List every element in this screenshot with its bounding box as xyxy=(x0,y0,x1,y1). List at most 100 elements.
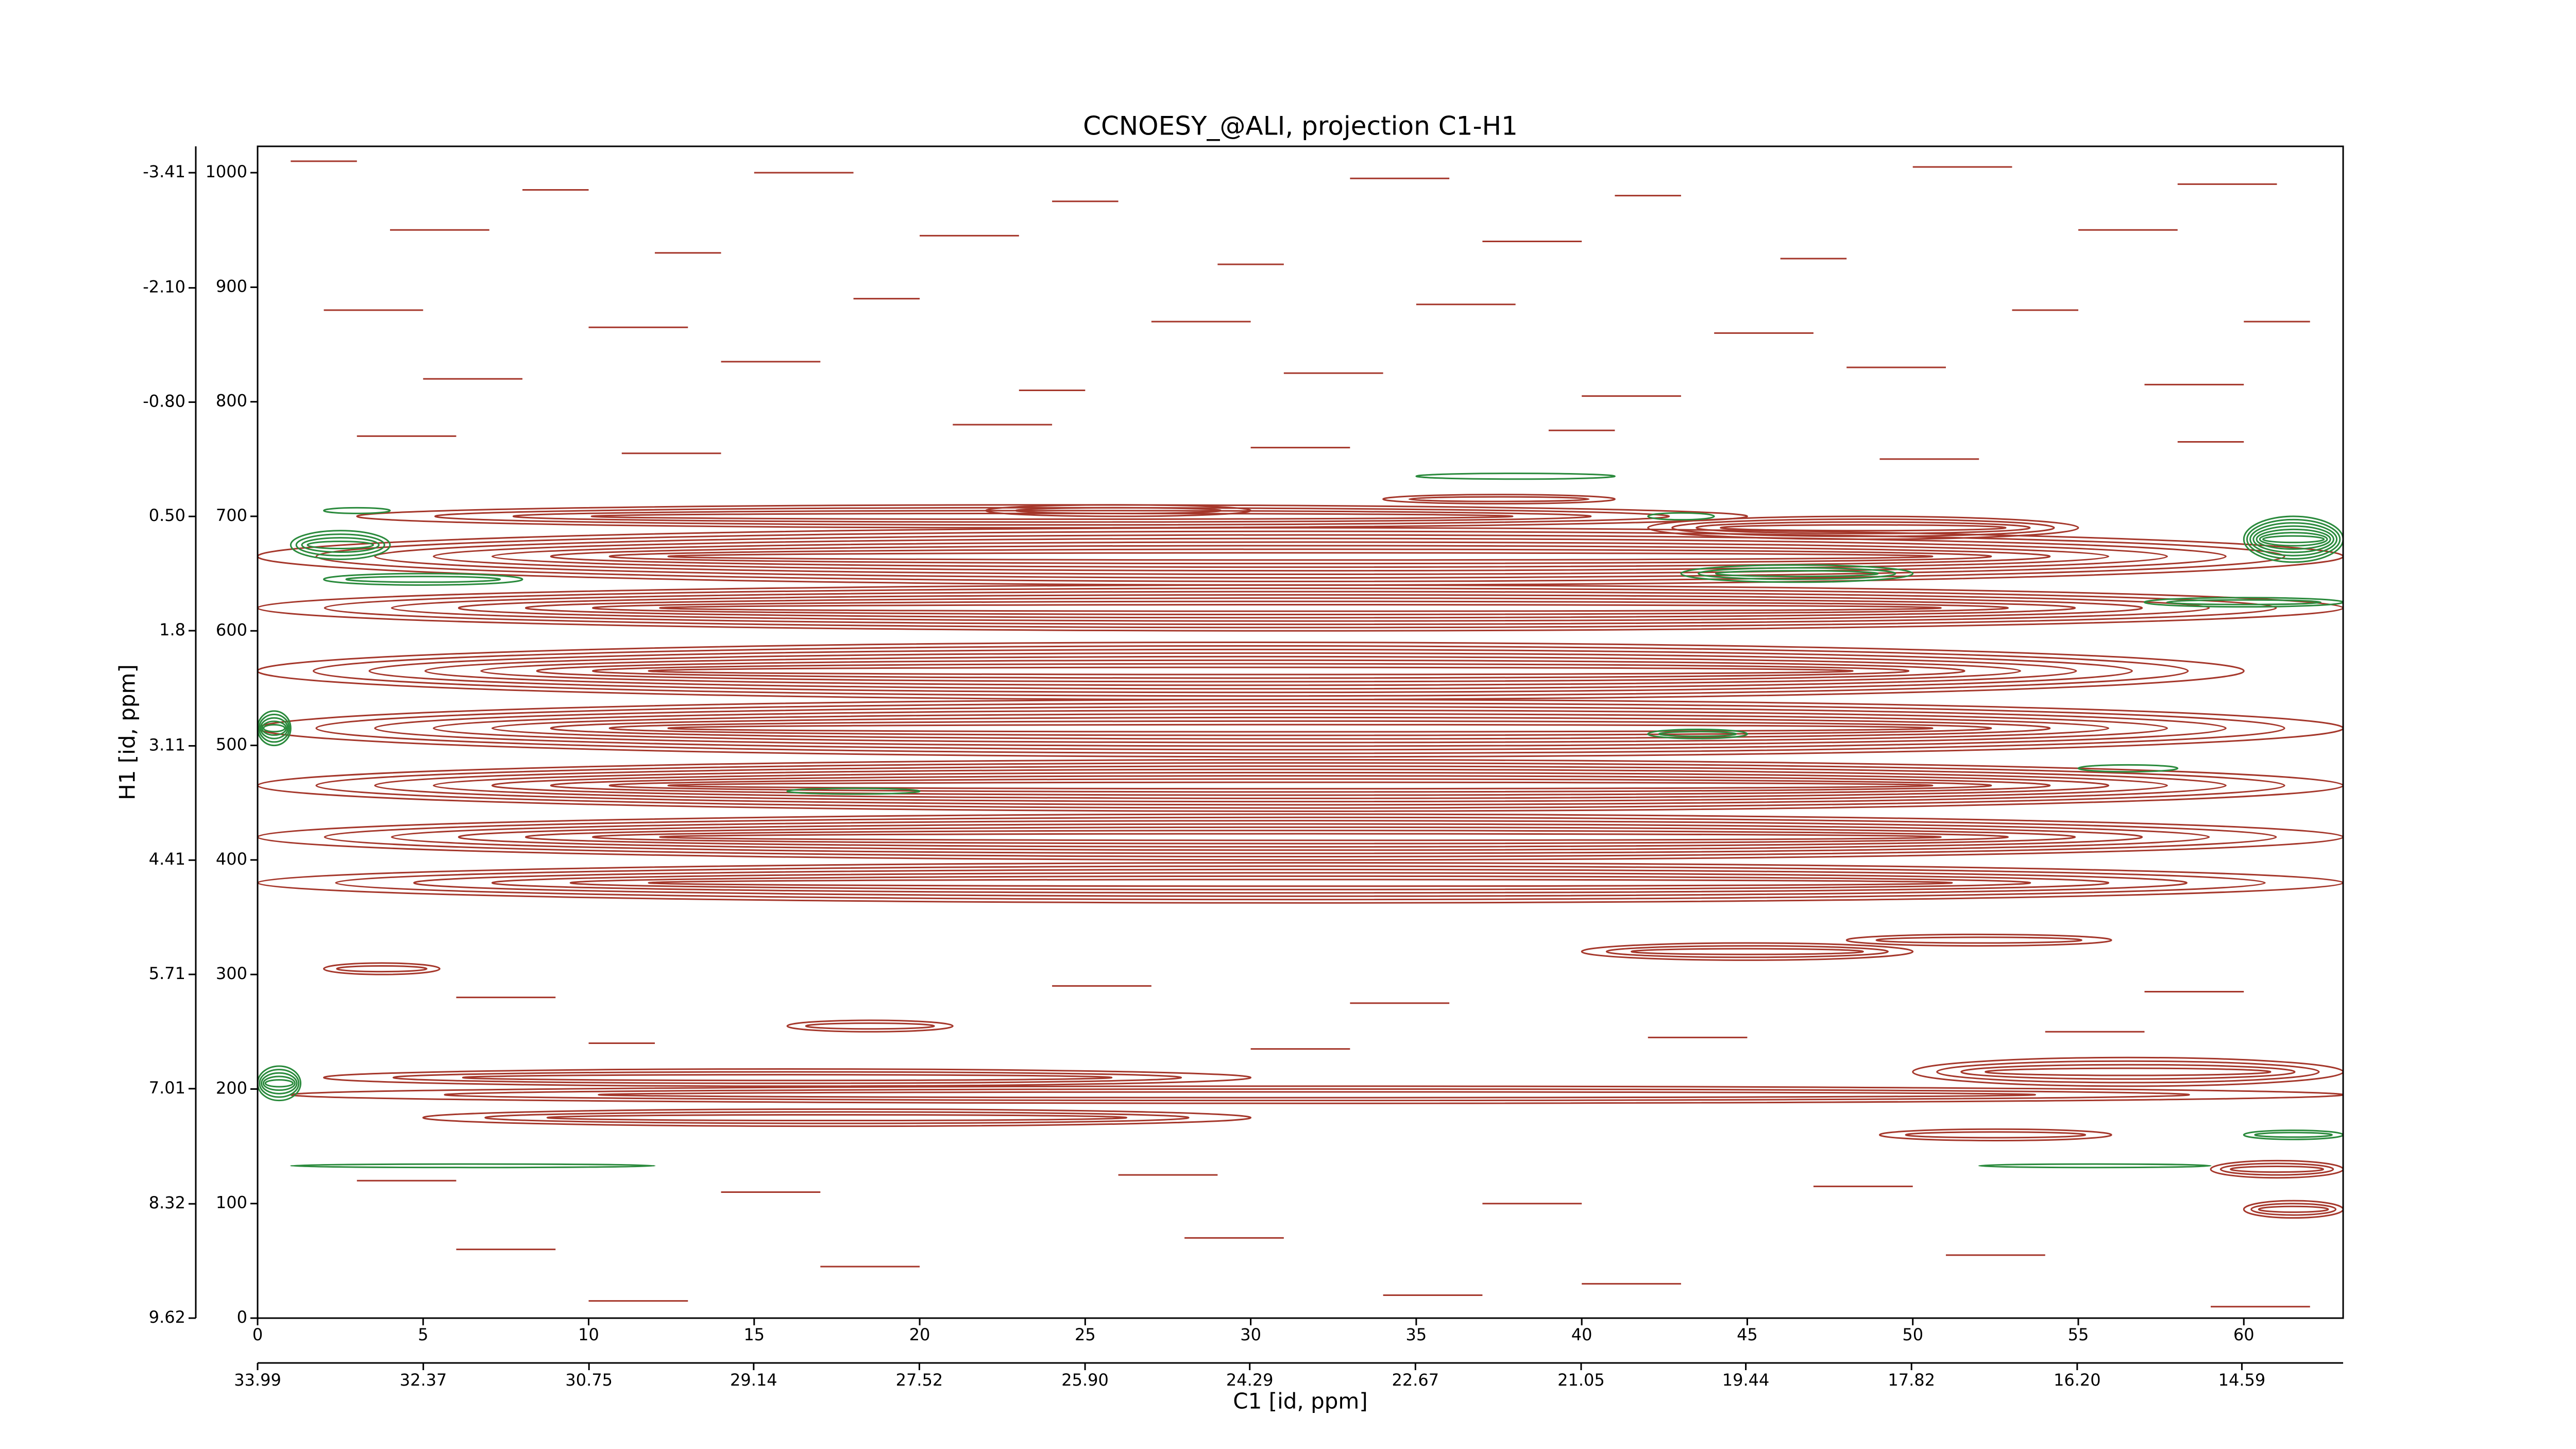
contour-level xyxy=(524,597,2076,619)
contour-level xyxy=(491,771,2110,799)
x-tick-label: 10 xyxy=(578,1325,599,1344)
contour-level xyxy=(608,720,1992,736)
y-tick-label: 700 xyxy=(216,506,247,525)
contour-level xyxy=(1631,948,1864,955)
contour-level xyxy=(312,645,2189,697)
contour-level xyxy=(659,603,1942,612)
contour-level xyxy=(786,787,921,795)
contour-peak xyxy=(422,1108,1252,1127)
plot-frame xyxy=(257,145,2344,1319)
contour-level xyxy=(374,706,2227,751)
x2-tick-label: 27.52 xyxy=(896,1370,943,1390)
contour-level xyxy=(1698,567,1896,580)
contour-level xyxy=(323,1068,1252,1087)
contour-level xyxy=(491,541,2110,572)
contour-peak xyxy=(1415,473,1616,480)
x2-tick-label: 21.05 xyxy=(1557,1370,1605,1390)
contour-level xyxy=(1014,507,1222,514)
x2-tick-label: 17.82 xyxy=(1888,1370,1935,1390)
contour-peak xyxy=(786,1019,954,1033)
contour-level xyxy=(263,724,286,733)
x2-tick-label: 30.75 xyxy=(565,1370,613,1390)
contour-level xyxy=(335,865,2266,901)
contour-level xyxy=(2219,1162,2334,1176)
y2-tick-label: -0.80 xyxy=(143,391,185,411)
contour-level xyxy=(2243,1129,2344,1140)
x-tick-label: 50 xyxy=(1902,1325,1923,1344)
x2-tick-label: 29.14 xyxy=(730,1370,777,1390)
contour-peak xyxy=(257,699,2344,758)
y2-tick-label: 0.50 xyxy=(149,506,185,525)
contour-level xyxy=(1605,945,1889,958)
contours xyxy=(257,160,2344,1308)
x-tick-label: 20 xyxy=(909,1325,930,1344)
contour-peak xyxy=(1878,1128,2112,1141)
contour-level xyxy=(301,537,380,553)
contour-level xyxy=(2252,525,2334,553)
contour-level xyxy=(592,663,1910,679)
x2-tick-label: 19.44 xyxy=(1722,1370,1770,1390)
contour-peak xyxy=(257,527,2344,586)
contour-level xyxy=(257,759,2344,812)
contour-peak xyxy=(1845,933,2112,947)
contour-peak xyxy=(1680,564,1914,583)
contour-level xyxy=(2256,528,2331,550)
contour-peak xyxy=(2243,1200,2344,1219)
x2-tick-label: 32.37 xyxy=(400,1370,447,1390)
contour-level xyxy=(323,962,440,975)
contour-level xyxy=(592,830,2009,845)
x-axis-label: C1 [id, ppm] xyxy=(1233,1389,1367,1414)
contour-level xyxy=(569,875,2031,890)
contour-level xyxy=(1671,518,2055,537)
contour-peak xyxy=(257,1065,302,1102)
contour-level xyxy=(2230,1165,2324,1173)
contour-level xyxy=(257,642,2245,701)
contour-peak xyxy=(290,1085,2344,1104)
contour-peak xyxy=(1912,1056,2344,1087)
x2-tick-label: 25.90 xyxy=(1061,1370,1109,1390)
contour-level xyxy=(413,868,2188,897)
contour-level xyxy=(1875,936,2082,944)
y-axis-label: H1 [id, ppm] xyxy=(115,664,140,800)
y2-tick-label: -2.10 xyxy=(143,277,185,297)
contour-peak xyxy=(1581,942,1914,961)
contour-level xyxy=(462,1074,1113,1082)
contour-level xyxy=(457,594,2143,622)
contour-level xyxy=(345,576,501,583)
y-tick-label: 400 xyxy=(216,849,247,869)
contour-level xyxy=(480,655,2022,686)
contour-level xyxy=(608,548,1992,565)
contour-level xyxy=(1647,515,2079,540)
contour-peak xyxy=(2243,515,2344,563)
contour-level xyxy=(2250,1203,2337,1216)
contour-level xyxy=(1647,512,1715,521)
contour-level xyxy=(324,587,2277,629)
y2-tick-label: 4.41 xyxy=(149,849,185,869)
x2-tick-label: 24.29 xyxy=(1226,1370,1274,1390)
contour-level xyxy=(805,1022,935,1030)
x-tick-label: 15 xyxy=(743,1325,765,1344)
x2-tick-label: 22.67 xyxy=(1392,1370,1439,1390)
contour-level xyxy=(2254,1132,2333,1138)
contour-level xyxy=(257,527,2344,586)
x2-tick-label: 14.59 xyxy=(2218,1370,2266,1390)
contour-level xyxy=(374,534,2227,579)
y2-tick-label: 7.01 xyxy=(149,1078,185,1098)
contour-level xyxy=(1978,1163,2212,1169)
contour-peak xyxy=(290,1163,656,1169)
y-tick-label: 600 xyxy=(216,620,247,639)
contour-level xyxy=(433,537,2168,576)
contour-peak xyxy=(257,584,2344,632)
contour-peak xyxy=(257,813,2344,861)
x-tick-label: 45 xyxy=(1737,1325,1758,1344)
contour-level xyxy=(524,826,2076,848)
contour-level xyxy=(290,530,391,560)
contour-level xyxy=(1382,494,1616,505)
contour-level xyxy=(608,778,1992,793)
contour-level xyxy=(457,823,2143,851)
contour-level xyxy=(667,723,1934,733)
contour-level xyxy=(1715,570,1879,578)
contour-level xyxy=(1985,1067,2272,1076)
contour-peak xyxy=(2243,1129,2344,1140)
contour-level xyxy=(307,541,374,550)
